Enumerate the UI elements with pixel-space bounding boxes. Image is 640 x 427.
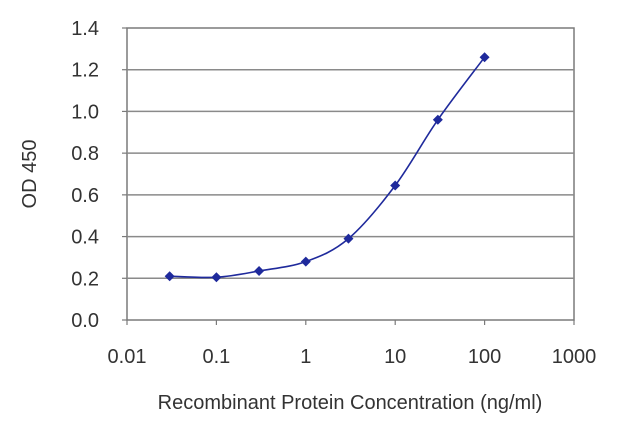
y-tick-label: 0.0	[71, 310, 99, 332]
y-tick-label: 0.6	[71, 185, 99, 207]
data-point	[432, 114, 443, 125]
series-points	[164, 52, 490, 283]
y-tick-label: 0.4	[71, 227, 99, 249]
y-tick-label: 1.4	[71, 18, 99, 40]
x-axis-label: Recombinant Protein Concentration (ng/ml…	[158, 392, 543, 414]
data-point	[479, 52, 490, 63]
x-tick-label: 0.1	[202, 346, 230, 368]
data-point	[211, 272, 222, 283]
y-ticks: 0.0 0.2 0.4 0.6 0.8 1.0 1.2 1.4	[71, 18, 127, 332]
y-tick-label: 0.2	[71, 268, 99, 290]
y-axis-label: OD 450	[19, 140, 41, 209]
x-tick-label: 10	[384, 346, 406, 368]
x-tick-label: 100	[468, 346, 501, 368]
gridlines	[127, 68, 574, 280]
y-tick-label: 0.8	[71, 143, 99, 165]
x-ticks: 0.01 0.1 1 10 100 1000	[108, 320, 597, 368]
x-tick-label: 1	[300, 346, 311, 368]
data-point	[164, 271, 175, 282]
x-tick-label: 0.01	[108, 346, 147, 368]
plot-area	[126, 27, 575, 321]
data-point	[254, 265, 265, 276]
x-tick-label: 1000	[552, 346, 597, 368]
data-point	[300, 256, 311, 267]
data-point	[390, 180, 401, 191]
data-point	[343, 233, 354, 244]
y-tick-label: 1.0	[71, 101, 99, 123]
y-tick-label: 1.2	[71, 60, 99, 82]
